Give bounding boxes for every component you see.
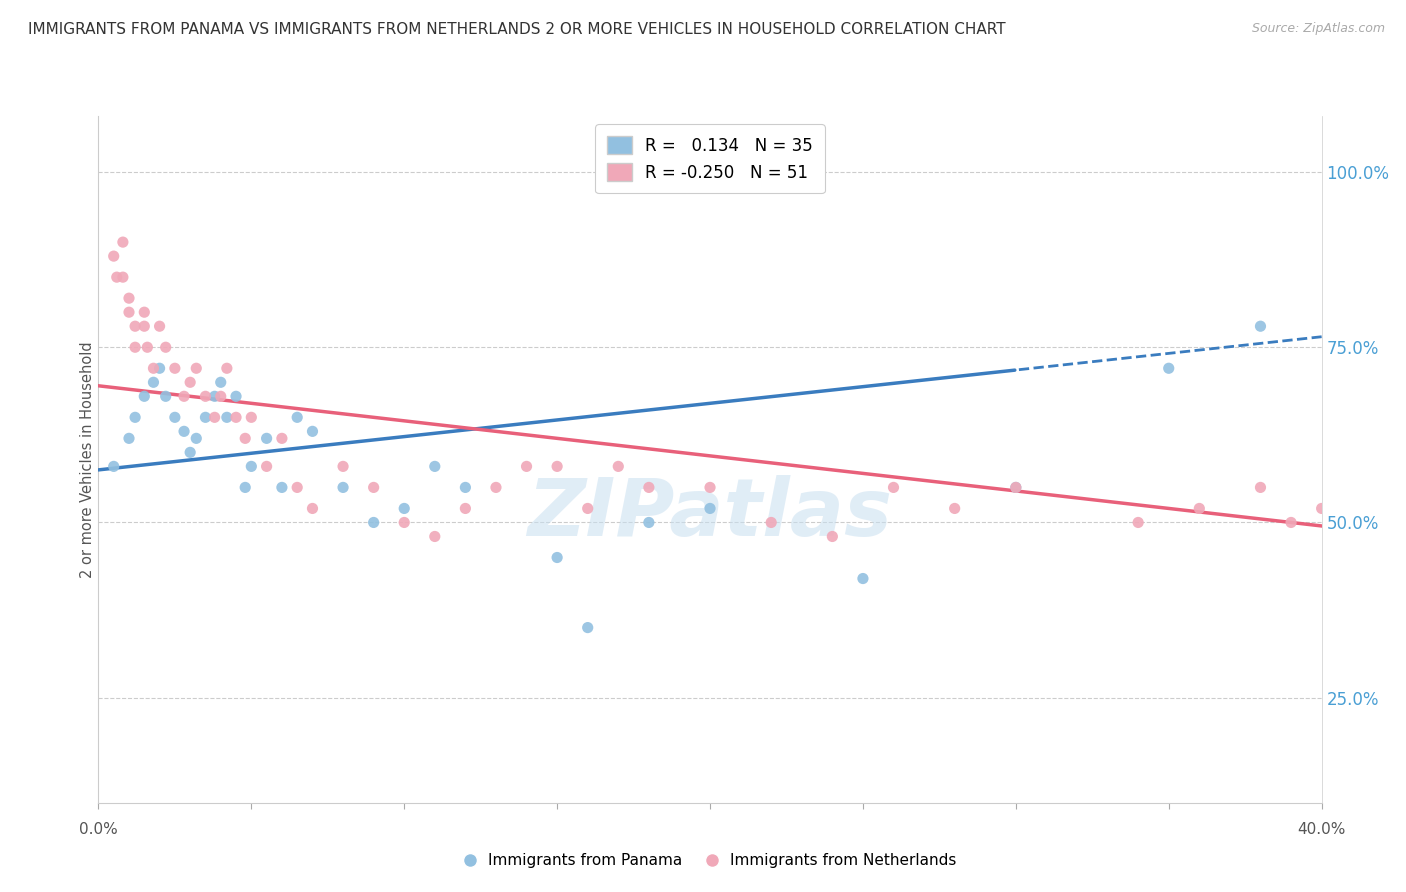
Point xyxy=(699,480,721,494)
Point xyxy=(546,550,568,565)
Point xyxy=(301,425,323,439)
Point xyxy=(392,501,416,516)
Point xyxy=(423,459,446,474)
Point xyxy=(1249,480,1271,494)
Point xyxy=(1188,501,1211,516)
Point xyxy=(163,361,186,376)
Point xyxy=(240,410,263,425)
Point xyxy=(105,270,128,285)
Point xyxy=(186,361,208,376)
Point xyxy=(204,389,226,403)
Point xyxy=(225,389,247,403)
Point xyxy=(256,431,278,445)
Point xyxy=(155,389,177,403)
Point xyxy=(1157,361,1180,376)
Point xyxy=(124,340,146,354)
Point xyxy=(270,431,292,445)
Point xyxy=(186,431,208,445)
Point xyxy=(546,459,568,474)
Point xyxy=(637,480,661,494)
Point xyxy=(142,376,165,390)
Point xyxy=(1279,516,1302,530)
Point xyxy=(852,572,875,586)
Point xyxy=(332,480,354,494)
Point xyxy=(173,425,195,439)
Point xyxy=(485,480,508,494)
Point xyxy=(576,501,599,516)
Point xyxy=(285,410,308,425)
Point xyxy=(363,516,385,530)
Point xyxy=(607,459,630,474)
Point xyxy=(124,319,146,334)
Point xyxy=(423,529,446,543)
Text: ZIPatlas: ZIPatlas xyxy=(527,475,893,553)
Point xyxy=(225,410,247,425)
Point xyxy=(134,389,156,403)
Text: 40.0%: 40.0% xyxy=(1298,822,1346,837)
Point xyxy=(1249,319,1271,334)
Point xyxy=(454,480,477,494)
Point xyxy=(118,291,141,305)
Point xyxy=(124,410,146,425)
Point xyxy=(1128,516,1150,530)
Point xyxy=(256,459,278,474)
Point xyxy=(149,319,172,334)
Point xyxy=(136,340,159,354)
Point xyxy=(142,361,165,376)
Point xyxy=(194,389,217,403)
Point xyxy=(103,249,125,263)
Point xyxy=(1004,480,1026,494)
Point xyxy=(173,389,195,403)
Legend: Immigrants from Panama, Immigrants from Netherlands: Immigrants from Panama, Immigrants from … xyxy=(458,847,962,874)
Point xyxy=(759,516,782,530)
Point xyxy=(285,480,308,494)
Point xyxy=(516,459,538,474)
Point xyxy=(363,480,385,494)
Point xyxy=(332,459,354,474)
Point xyxy=(163,410,186,425)
Point xyxy=(118,431,141,445)
Point xyxy=(883,480,905,494)
Point xyxy=(149,361,172,376)
Text: 0.0%: 0.0% xyxy=(79,822,118,837)
Point xyxy=(111,235,134,249)
Point xyxy=(209,389,232,403)
Point xyxy=(111,270,134,285)
Point xyxy=(103,459,125,474)
Point xyxy=(637,516,661,530)
Point xyxy=(392,516,416,530)
Text: IMMIGRANTS FROM PANAMA VS IMMIGRANTS FROM NETHERLANDS 2 OR MORE VEHICLES IN HOUS: IMMIGRANTS FROM PANAMA VS IMMIGRANTS FRO… xyxy=(28,22,1005,37)
Point xyxy=(301,501,323,516)
Point xyxy=(1004,480,1026,494)
Point xyxy=(134,305,156,319)
Point xyxy=(699,501,721,516)
Point xyxy=(215,361,238,376)
Text: Source: ZipAtlas.com: Source: ZipAtlas.com xyxy=(1251,22,1385,36)
Point xyxy=(270,480,292,494)
Point xyxy=(943,501,966,516)
Point xyxy=(215,410,238,425)
Point xyxy=(179,445,201,459)
Point xyxy=(821,529,844,543)
Point xyxy=(233,480,256,494)
Point xyxy=(179,376,201,390)
Point xyxy=(209,376,232,390)
Point xyxy=(454,501,477,516)
Point xyxy=(576,621,599,635)
Point xyxy=(204,410,226,425)
Point xyxy=(194,410,217,425)
Point xyxy=(134,319,156,334)
Point xyxy=(1310,501,1333,516)
Point xyxy=(155,340,177,354)
Point xyxy=(233,431,256,445)
Y-axis label: 2 or more Vehicles in Household: 2 or more Vehicles in Household xyxy=(80,341,94,578)
Point xyxy=(118,305,141,319)
Point xyxy=(240,459,263,474)
